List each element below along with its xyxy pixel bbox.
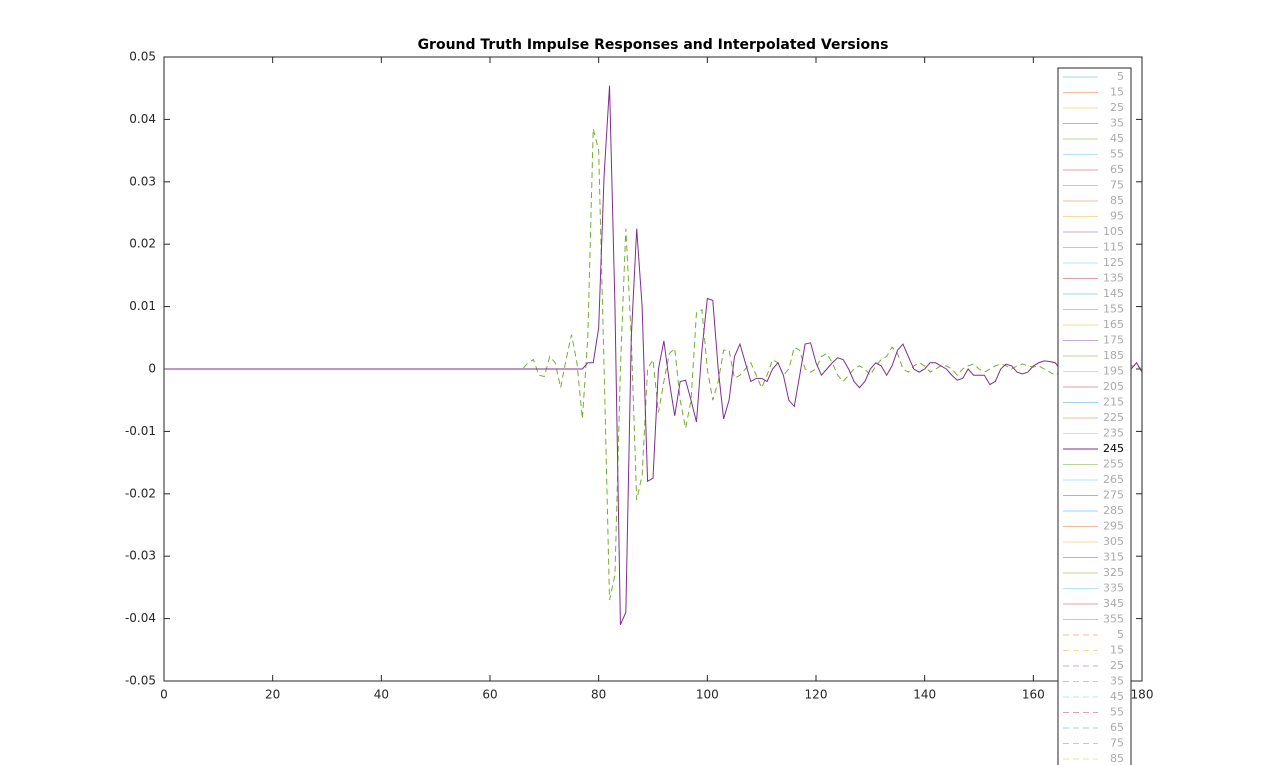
x-tick-label: 140 [913,688,936,702]
legend-label: 335 [1103,582,1124,595]
legend-label: 145 [1103,287,1124,300]
y-tick-label: -0.04 [125,611,156,625]
legend-label: 315 [1103,551,1124,564]
legend-label: 355 [1103,613,1124,626]
legend-label: 285 [1103,504,1124,517]
legend-label: 305 [1103,535,1124,548]
legend-label: 235 [1103,427,1124,440]
legend-label: 45 [1110,690,1124,703]
legend-label: 25 [1110,659,1124,672]
legend-label: 45 [1110,132,1124,145]
legend-label: 135 [1103,272,1124,285]
x-tick-label: 40 [374,688,389,702]
legend-label: 245 [1103,442,1124,455]
legend-label: 25 [1110,101,1124,114]
x-tick-label: 180 [1131,688,1154,702]
y-tick-label: -0.02 [125,486,156,500]
legend-label: 85 [1110,194,1124,207]
x-tick-label: 160 [1022,688,1045,702]
legend-label: 175 [1103,334,1124,347]
y-tick-label: 0.03 [129,174,156,188]
y-tick-label: -0.05 [125,674,156,688]
legend-label: 65 [1110,163,1124,176]
legend-label: 55 [1110,148,1124,161]
legend-label: 35 [1110,117,1124,130]
legend-label: 55 [1110,706,1124,719]
legend-label: 325 [1103,566,1124,579]
legend-label: 185 [1103,349,1124,362]
y-tick-label: 0 [148,362,156,376]
y-tick-label: -0.01 [125,424,156,438]
legend-label: 5 [1117,628,1124,641]
series-line [164,85,1143,626]
x-tick-label: 120 [805,688,828,702]
chart-title: Ground Truth Impulse Responses and Inter… [418,37,889,53]
x-tick-label: 80 [591,688,606,702]
legend-label: 15 [1110,644,1124,657]
y-tick-label: -0.03 [125,549,156,563]
legend: 5152535455565758595105115125135145155165… [1057,67,1132,765]
legend-label: 95 [1110,210,1124,223]
legend-label: 205 [1103,380,1124,393]
x-tick-label: 20 [265,688,280,702]
legend-label: 35 [1110,675,1124,688]
y-tick-label: 0.02 [129,237,156,251]
legend-label: 105 [1103,225,1124,238]
legend-label: 85 [1110,752,1124,765]
legend-label: 195 [1103,365,1124,378]
legend-label: 265 [1103,473,1124,486]
legend-label: 75 [1110,179,1124,192]
legend-label: 125 [1103,256,1124,269]
legend-label: 165 [1103,318,1124,331]
legend-label: 215 [1103,396,1124,409]
legend-label: 155 [1103,303,1124,316]
legend-label: 75 [1110,737,1124,750]
legend-label: 255 [1103,458,1124,471]
legend-label: 5 [1117,70,1124,83]
legend-label: 65 [1110,721,1124,734]
x-tick-label: 0 [160,688,168,702]
y-tick-label: 0.01 [129,299,156,313]
y-tick-label: 0.05 [129,50,156,64]
legend-box [1057,67,1132,765]
x-tick-label: 60 [482,688,497,702]
x-tick-label: 100 [696,688,719,702]
y-tick-label: 0.04 [129,112,156,126]
legend-label: 225 [1103,411,1124,424]
legend-label: 15 [1110,86,1124,99]
legend-label: 345 [1103,597,1124,610]
legend-label: 295 [1103,520,1124,533]
legend-label: 275 [1103,489,1124,502]
legend-label: 115 [1103,241,1124,254]
